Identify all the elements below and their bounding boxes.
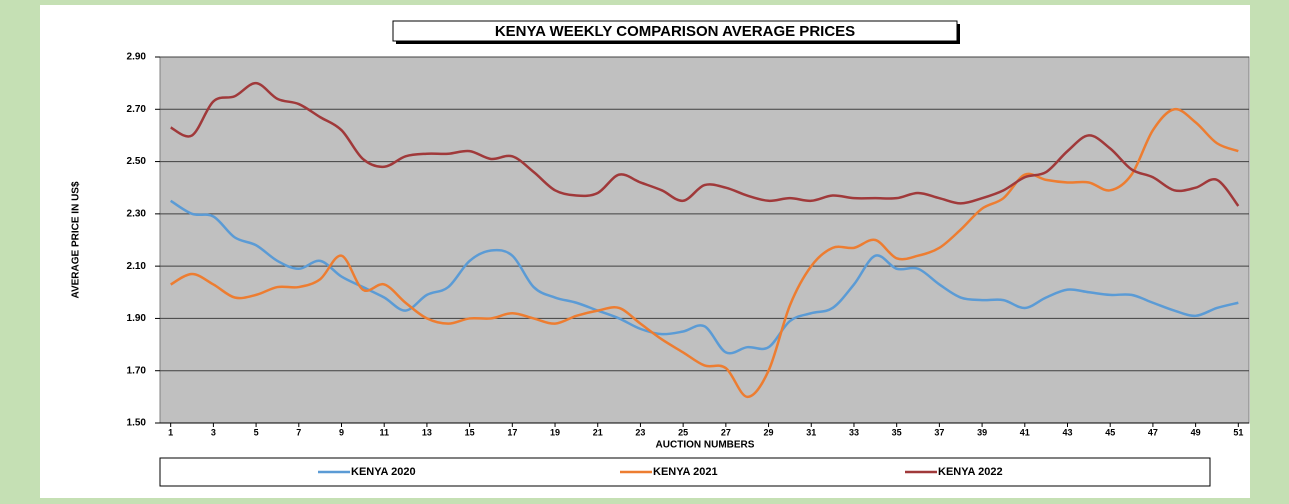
x-tick-label: 39 xyxy=(977,427,987,437)
y-axis-label: AVERAGE PRICE IN US$ xyxy=(71,181,82,298)
x-tick-label: 3 xyxy=(211,427,216,437)
x-tick-label: 19 xyxy=(550,427,560,437)
x-tick-label: 35 xyxy=(892,427,902,437)
y-tick-label: 1.70 xyxy=(127,365,147,376)
plot-area xyxy=(159,56,1250,424)
x-tick-label: 1 xyxy=(168,427,173,437)
x-tick-label: 45 xyxy=(1105,427,1115,437)
x-tick-label: 13 xyxy=(422,427,432,437)
series-line xyxy=(170,199,1239,355)
y-tick-label: 2.90 xyxy=(127,52,147,63)
x-tick-label: 23 xyxy=(635,427,645,437)
series-line xyxy=(170,81,1240,207)
x-tick-label: 5 xyxy=(254,427,259,437)
x-tick-label: 15 xyxy=(465,427,475,437)
x-axis-label: AUCTION NUMBERS xyxy=(656,440,755,451)
chart-title: KENYA WEEKLY COMPARISON AVERAGE PRICES xyxy=(495,23,855,40)
y-tick-label: 1.50 xyxy=(127,418,147,429)
x-tick-label: 25 xyxy=(678,427,688,437)
y-tick-label: 2.50 xyxy=(127,156,147,167)
x-tick-label: 27 xyxy=(721,427,731,437)
x-tick-label: 43 xyxy=(1062,427,1072,437)
x-tick-label: 7 xyxy=(296,427,301,437)
legend-box xyxy=(159,457,1211,487)
y-tick-label: 2.30 xyxy=(127,208,147,219)
x-tick-label: 47 xyxy=(1148,427,1158,437)
x-tick-label: 9 xyxy=(339,427,344,437)
x-tick-label: 51 xyxy=(1233,427,1243,437)
x-tick-label: 41 xyxy=(1020,427,1030,437)
x-tick-label: 49 xyxy=(1191,427,1201,437)
legend-label: KENYA 2022 xyxy=(938,466,1003,478)
x-tick-label: 31 xyxy=(806,427,816,437)
x-tick-label: 29 xyxy=(764,427,774,437)
title-box xyxy=(392,20,958,42)
x-tick-label: 17 xyxy=(507,427,517,437)
x-tick-label: 11 xyxy=(379,427,389,437)
series-line xyxy=(170,107,1239,399)
y-tick-label: 2.70 xyxy=(127,104,147,115)
x-tick-label: 37 xyxy=(934,427,944,437)
legend-label: KENYA 2021 xyxy=(653,466,718,478)
legend-label: KENYA 2020 xyxy=(351,466,416,478)
x-tick-label: 33 xyxy=(849,427,859,437)
x-tick-label: 21 xyxy=(593,427,603,437)
y-tick-label: 1.90 xyxy=(127,313,147,324)
y-tick-label: 2.10 xyxy=(127,261,147,272)
